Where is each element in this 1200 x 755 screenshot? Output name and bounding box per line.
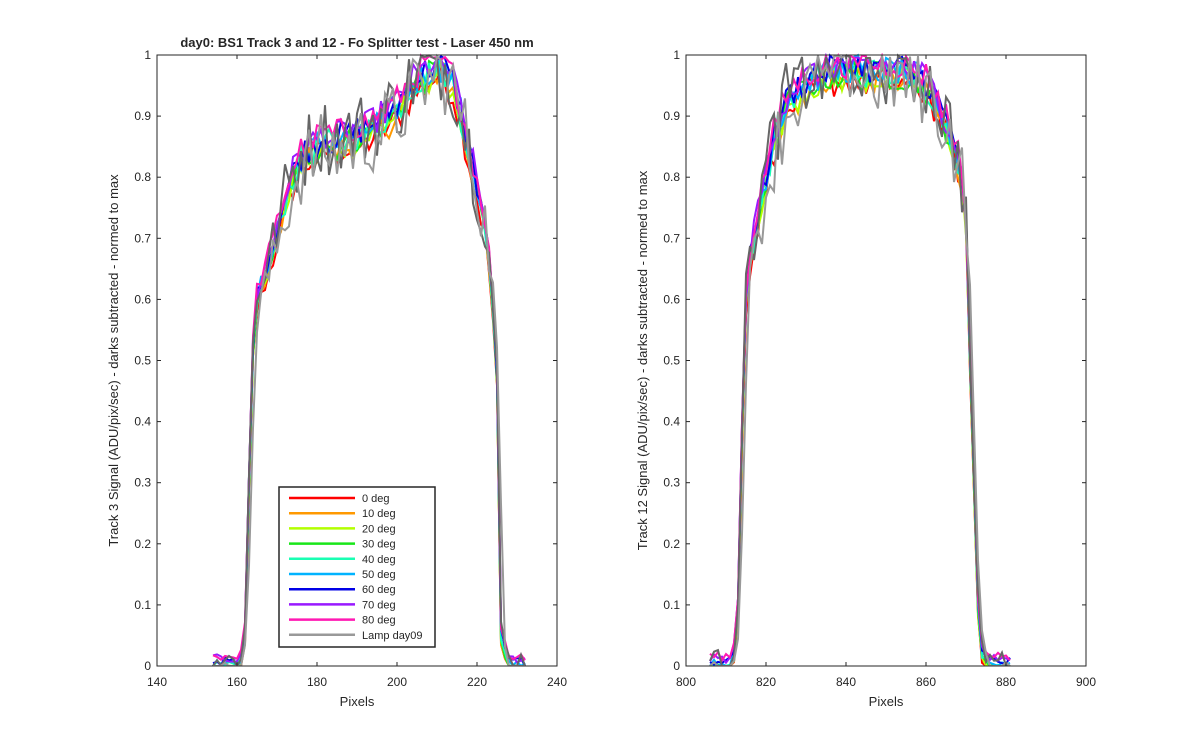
x-axis-label: Pixels: [340, 694, 375, 709]
series-group: [212, 53, 526, 666]
x-tick-label: 220: [467, 675, 487, 689]
right-axes: 800 820 840 860 880 900 0 0.1 0.2 0.3 0.4 0.5 0.6 0.7…: [635, 48, 1096, 709]
y-axis-label: Track 3 Signal (ADU/pix/sec) - darks sub…: [106, 174, 121, 547]
x-tick-label: 880: [996, 675, 1016, 689]
legend-label: 40 deg: [362, 554, 396, 566]
y-tick-label: 0.3: [134, 476, 151, 490]
legend-label: 70 deg: [362, 599, 396, 611]
legend: 0 deg 10 deg 20 deg 30 deg 40 deg 50 deg 60 de…: [278, 486, 436, 648]
y-tick-label: 0.3: [663, 476, 680, 490]
series-line-lamp-dark: [212, 54, 526, 666]
y-tick-label: 1: [673, 48, 680, 62]
y-tick-label: 0.7: [134, 231, 151, 245]
series-group: [709, 53, 1011, 666]
x-tick-label: 140: [147, 675, 167, 689]
y-tick-label: 0.5: [134, 354, 151, 368]
legend-label: 30 deg: [362, 539, 396, 551]
y-tick-label: 0.2: [134, 537, 151, 551]
x-tick-label: 900: [1076, 675, 1096, 689]
y-tick-label: 0.2: [663, 537, 680, 551]
y-tick-label: 0.1: [134, 598, 151, 612]
y-tick-label: 0.1: [663, 598, 680, 612]
series-line-lamp-dark: [709, 53, 1010, 666]
y-tick-label: 0.8: [663, 170, 680, 184]
legend-box: [278, 486, 436, 648]
y-tick-label: 0.4: [134, 415, 151, 429]
y-tick-label: 0: [673, 659, 680, 673]
legend-label: 80 deg: [362, 615, 396, 627]
x-tick-label: 180: [307, 675, 327, 689]
y-tick-label: 0: [144, 659, 151, 673]
legend-label: 60 deg: [362, 584, 396, 596]
y-tick-label: 0.7: [663, 231, 680, 245]
legend-label: 0 deg: [362, 493, 390, 505]
series-line-lamp-day09: [709, 53, 1011, 666]
x-tick-label: 240: [547, 675, 567, 689]
y-tick-label: 0.4: [663, 415, 680, 429]
x-tick-label: 860: [916, 675, 936, 689]
plot-area: [686, 55, 1086, 666]
x-tick-label: 840: [836, 675, 856, 689]
y-tick-label: 0.9: [663, 109, 680, 123]
y-axis-label: Track 12 Signal (ADU/pix/sec) - darks su…: [635, 170, 650, 550]
x-tick-label: 200: [387, 675, 407, 689]
y-tick-label: 0.6: [134, 292, 151, 306]
legend-label: Lamp day09: [362, 630, 423, 642]
y-tick-label: 1: [144, 48, 151, 62]
legend-label: 50 deg: [362, 569, 396, 581]
y-tick-label: 0.9: [134, 109, 151, 123]
legend-label: 20 deg: [362, 523, 396, 535]
y-tick-label: 0.6: [663, 292, 680, 306]
chart-title: day0: BS1 Track 3 and 12 - Fo Splitter t…: [180, 35, 533, 50]
series-line-lamp-day09: [213, 53, 525, 666]
x-tick-label: 800: [676, 675, 696, 689]
y-tick-label: 0.8: [134, 170, 151, 184]
x-tick-label: 820: [756, 675, 776, 689]
x-tick-label: 160: [227, 675, 247, 689]
x-axis-label: Pixels: [869, 694, 904, 709]
legend-label: 10 deg: [362, 508, 396, 520]
y-tick-label: 0.5: [663, 354, 680, 368]
